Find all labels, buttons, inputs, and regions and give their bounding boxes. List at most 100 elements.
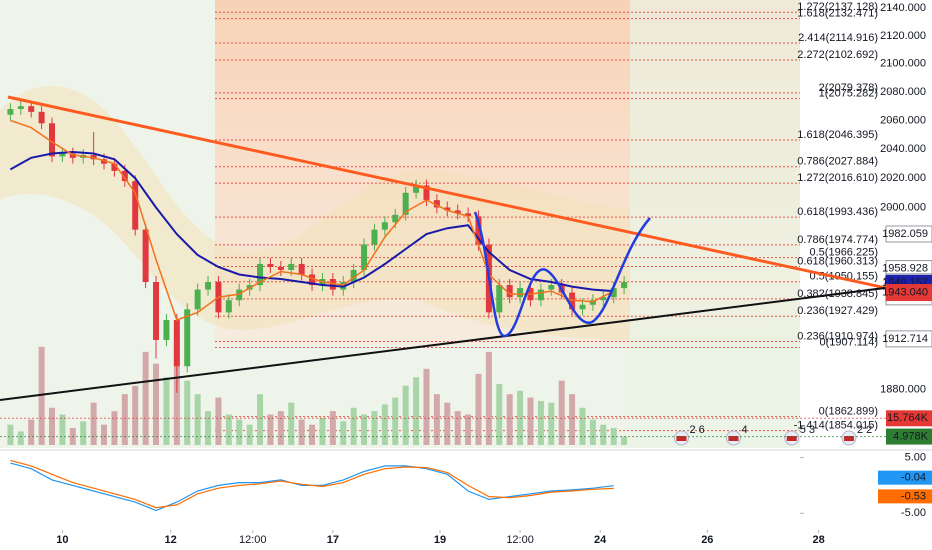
candle-body bbox=[257, 263, 264, 286]
fib-label: 1.618(2132.471) bbox=[797, 8, 878, 20]
candle-body bbox=[173, 320, 180, 367]
candle-body bbox=[537, 289, 544, 301]
oscillator-value-box bbox=[878, 470, 932, 485]
volume-bar bbox=[350, 407, 357, 445]
volume-bar bbox=[454, 411, 461, 445]
candle-body bbox=[548, 285, 555, 290]
candle-body bbox=[610, 288, 617, 298]
x-tick-label: 19 bbox=[434, 534, 446, 546]
volume-bar bbox=[309, 424, 316, 445]
fib-label: 2.414(2114.916) bbox=[798, 32, 878, 44]
candle-body bbox=[621, 282, 628, 289]
volume-bar bbox=[537, 400, 544, 445]
fib-label: 1(2075.282) bbox=[819, 88, 878, 100]
x-tick-label: 24 bbox=[594, 534, 607, 546]
price-label: 1943.040 bbox=[882, 286, 928, 298]
candle-body bbox=[153, 282, 160, 340]
volume-bar bbox=[433, 394, 440, 445]
volume-bar bbox=[392, 397, 399, 445]
osc-tick-label: 5.00 bbox=[905, 451, 926, 463]
y-tick-label: 2040.000 bbox=[880, 143, 926, 155]
drawings bbox=[0, 95, 932, 401]
x-tick-label: 12 bbox=[164, 534, 176, 546]
volume-bar bbox=[236, 419, 243, 445]
volume-marker-label: 4.978K bbox=[893, 430, 929, 442]
volume-bar bbox=[371, 411, 378, 445]
volume-bar bbox=[361, 414, 368, 445]
volume-bar bbox=[527, 397, 534, 445]
candle-body bbox=[392, 214, 399, 223]
candle-body bbox=[371, 229, 378, 245]
y-tick-label: 2080.000 bbox=[880, 86, 926, 98]
candle-body bbox=[267, 263, 274, 267]
candle-body bbox=[517, 288, 524, 298]
fib-label: 0.236(1910.974) bbox=[797, 330, 878, 342]
candle-body bbox=[225, 300, 232, 313]
volume-marker-label: 15.764K bbox=[887, 412, 929, 424]
candle-body bbox=[7, 109, 14, 115]
candle-body bbox=[506, 285, 513, 298]
candle-body bbox=[589, 300, 596, 305]
candle-body bbox=[444, 207, 451, 211]
volume-bar bbox=[132, 385, 139, 445]
volume-marker-box bbox=[886, 410, 932, 427]
volume-bar bbox=[142, 351, 149, 445]
volume-bar bbox=[194, 394, 201, 445]
fib-label: 0.618(1993.436) bbox=[797, 206, 878, 218]
candle-body bbox=[205, 282, 212, 290]
oscillator-layer: -0.04 -0.53 5.00 -5.00 bbox=[10, 451, 932, 519]
candle-body bbox=[59, 153, 66, 157]
candle-body bbox=[454, 210, 461, 214]
fib-label: 1.272(2137.128) bbox=[797, 1, 878, 13]
fib-label: 0(1907.114) bbox=[819, 336, 878, 348]
event-label: 5 3 bbox=[800, 424, 815, 436]
candle-body bbox=[465, 213, 472, 217]
volume-bar bbox=[558, 380, 565, 445]
band-area bbox=[0, 86, 630, 340]
volume-bar bbox=[7, 424, 14, 445]
volume-bar bbox=[215, 397, 222, 445]
volume-bar bbox=[38, 346, 45, 445]
candle-body bbox=[236, 289, 243, 301]
volume-bar bbox=[17, 431, 24, 445]
fib-label: 0.618(1960.313) bbox=[797, 255, 878, 267]
volume-bar bbox=[49, 407, 56, 445]
candle-body bbox=[496, 285, 503, 313]
volume-bar bbox=[340, 421, 347, 445]
future-zone bbox=[630, 0, 800, 448]
volume-bar bbox=[205, 411, 212, 445]
candle-body bbox=[277, 266, 284, 270]
price-label: 1958.928 bbox=[882, 262, 928, 274]
candle-body bbox=[433, 200, 440, 208]
y-tick-label: 2020.000 bbox=[880, 172, 926, 184]
candle-body bbox=[49, 123, 56, 157]
candle-body bbox=[413, 185, 420, 193]
volume-marker-box bbox=[886, 428, 932, 445]
trendline-resistance bbox=[7, 95, 932, 300]
fib-label: 1.272(2016.610) bbox=[797, 172, 878, 184]
volume-bar bbox=[28, 419, 35, 445]
x-tick-label: 28 bbox=[812, 534, 824, 546]
volume-bar bbox=[288, 402, 295, 445]
event-flag bbox=[676, 436, 687, 441]
volume-bar bbox=[80, 421, 87, 445]
candle-body bbox=[309, 274, 316, 286]
candle-body bbox=[381, 222, 388, 230]
price-label-box bbox=[885, 330, 932, 348]
candle-body bbox=[475, 216, 482, 245]
volume-bar bbox=[621, 436, 628, 445]
volume-bar bbox=[579, 407, 586, 445]
x-tick-label: 26 bbox=[701, 534, 713, 546]
candle-body bbox=[69, 153, 76, 158]
volume-bar bbox=[59, 414, 66, 445]
fib-label: 2.272(2102.692) bbox=[797, 49, 878, 61]
candle-body bbox=[111, 163, 118, 171]
candle-body bbox=[361, 244, 368, 270]
oscillator-value-box bbox=[878, 489, 932, 504]
candle-body bbox=[329, 279, 336, 290]
fib-label: 0.5(1966.225) bbox=[810, 247, 879, 259]
y-tick-label: 2000.000 bbox=[880, 201, 926, 213]
candle-body bbox=[163, 320, 170, 340]
volume-bar bbox=[121, 394, 128, 445]
